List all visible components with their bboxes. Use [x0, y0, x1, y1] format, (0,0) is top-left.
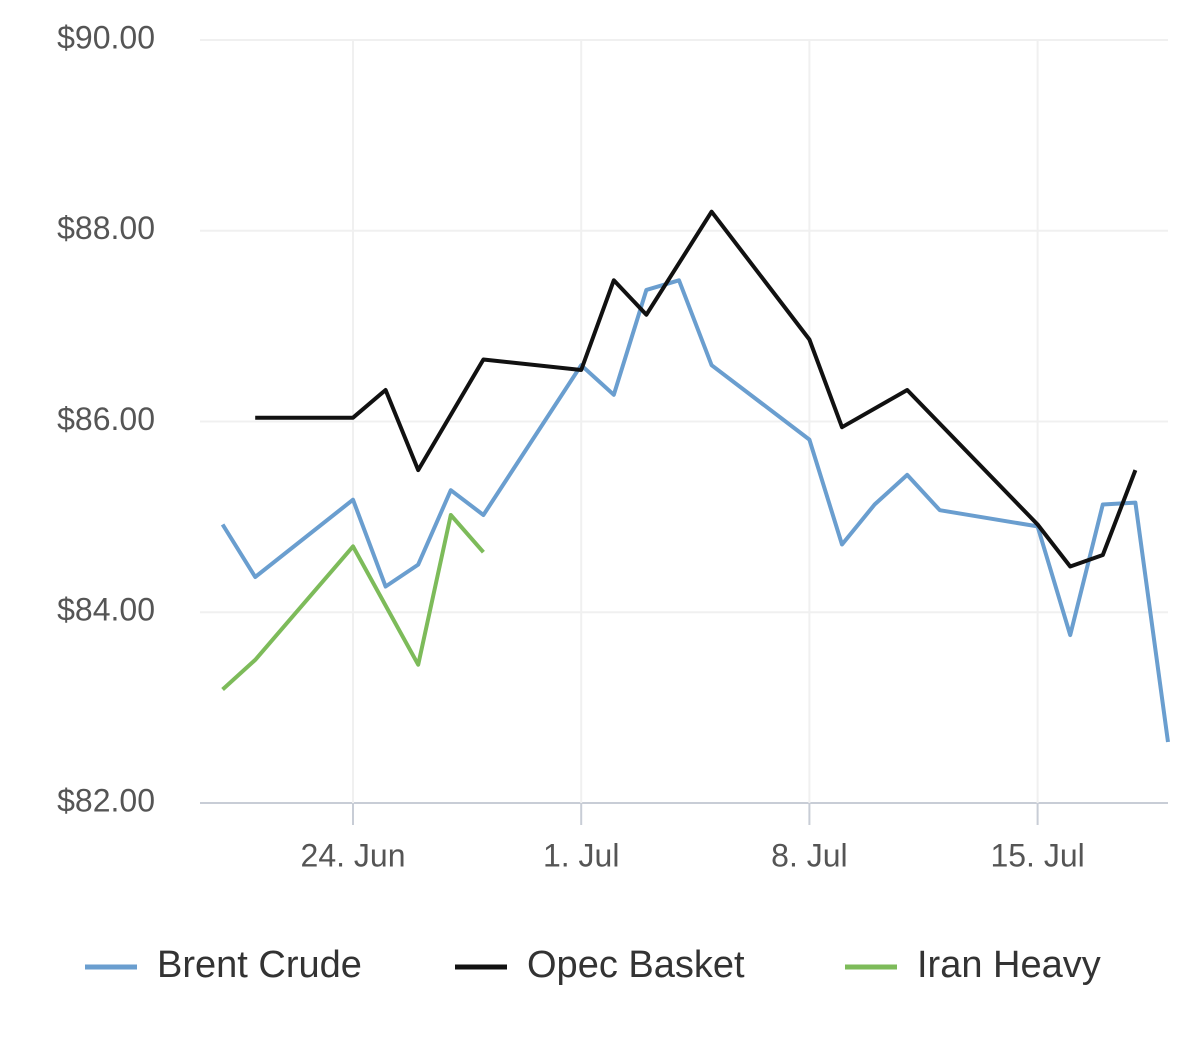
legend-item: Brent Crude	[85, 944, 362, 986]
x-tick-label: 15. Jul	[990, 837, 1084, 873]
legend-item: Iran Heavy	[845, 944, 1101, 986]
series-line	[255, 209, 1138, 569]
series-line	[220, 278, 1170, 743]
y-tick-label: $82.00	[57, 782, 155, 818]
y-tick-label: $84.00	[57, 592, 155, 628]
legend-label: Iran Heavy	[917, 944, 1101, 986]
legend-label: Opec Basket	[527, 944, 745, 986]
x-tick-label: 1. Jul	[543, 837, 619, 873]
legend-item: Opec Basket	[455, 944, 745, 986]
x-tick-label: 24. Jun	[301, 837, 406, 873]
y-tick-label: $90.00	[57, 19, 155, 55]
legend-label: Brent Crude	[157, 944, 362, 986]
y-tick-label: $86.00	[57, 401, 155, 437]
x-tick-label: 8. Jul	[771, 837, 847, 873]
series-line	[221, 513, 485, 691]
y-tick-label: $88.00	[57, 210, 155, 246]
